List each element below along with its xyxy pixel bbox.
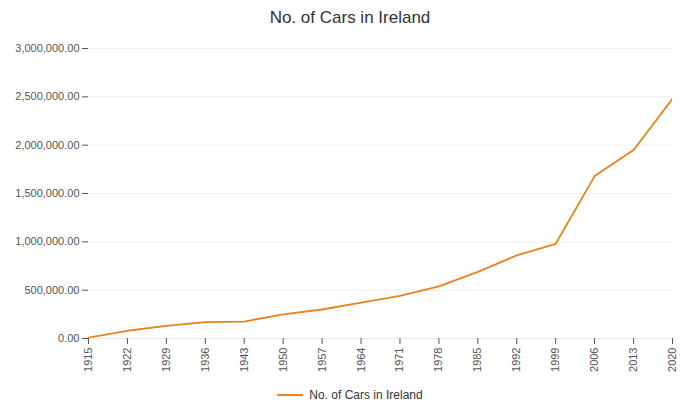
svg-text:1936: 1936 — [199, 348, 211, 372]
svg-text:1971: 1971 — [393, 348, 405, 372]
svg-text:1922: 1922 — [121, 348, 133, 372]
svg-text:2006: 2006 — [588, 348, 600, 372]
svg-text:1957: 1957 — [316, 348, 328, 372]
svg-text:1929: 1929 — [160, 348, 172, 372]
svg-text:2,500,000.00: 2,500,000.00 — [15, 90, 79, 102]
svg-text:3,000,000.00: 3,000,000.00 — [15, 42, 79, 54]
html-text:No. of Cars in Ireland: No. of Cars in Ireland — [309, 388, 423, 402]
svg-text:1964: 1964 — [355, 348, 367, 372]
svg-text:1999: 1999 — [549, 348, 561, 372]
svg-text:1,000,000.00: 1,000,000.00 — [15, 235, 79, 247]
svg-text:500,000.00: 500,000.00 — [24, 284, 79, 296]
svg-text:0.00: 0.00 — [58, 332, 79, 344]
svg-text:1,500,000.00: 1,500,000.00 — [15, 187, 79, 199]
svg-text:2020: 2020 — [666, 348, 678, 372]
html-text:No. of Cars in Ireland: No. of Cars in Ireland — [269, 8, 431, 27]
svg-text:1985: 1985 — [471, 348, 483, 372]
svg-text:2,000,000.00: 2,000,000.00 — [15, 139, 79, 151]
svg-text:1950: 1950 — [277, 348, 289, 372]
svg-text:1992: 1992 — [510, 348, 522, 372]
svg-text:1978: 1978 — [432, 348, 444, 372]
svg-text:1915: 1915 — [82, 348, 94, 372]
svg-text:2013: 2013 — [627, 348, 639, 372]
svg-text:1943: 1943 — [238, 348, 250, 372]
